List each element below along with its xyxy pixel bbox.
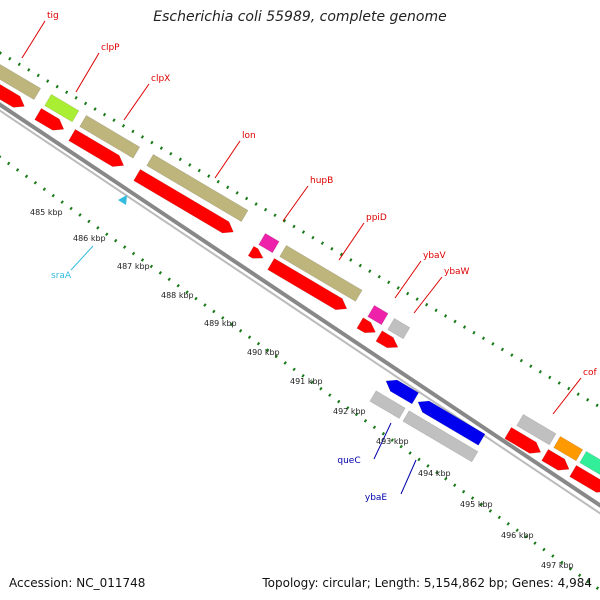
label-line-clpP (75, 52, 100, 93)
gene-ybaE-cog (402, 410, 479, 463)
label-line-ppiD (338, 222, 365, 261)
gene-label-sraA: sraA (51, 271, 72, 281)
label-line-queC (373, 422, 392, 460)
gene-ybaW-fwd (375, 330, 399, 349)
map-title: Escherichia coli 55989, complete genome (153, 9, 447, 25)
scale-label-487-kbp: 487 kbp (117, 262, 150, 271)
label-line-tig (21, 20, 46, 59)
scale-label-486-kbp: 486 kbp (73, 234, 106, 243)
gene-label-tig: tig (47, 11, 59, 21)
scale-label-497-kbp: 497 kbp (541, 561, 574, 570)
gene-ybaE-rev (417, 400, 486, 446)
gene-cof-fwd (504, 426, 542, 454)
gene-label-clpP: clpP (101, 43, 120, 53)
label-line-sraA (70, 245, 94, 271)
genome-summary: Topology: circular; Length: 5,154,862 bp… (262, 576, 592, 590)
gene-ybaV-fwd (356, 317, 376, 334)
scale-label-491-kbp: 491 kbp (290, 377, 323, 386)
scale-label-495-kbp: 495 kbp (460, 500, 493, 509)
backbone-inner (0, 109, 600, 515)
gene-hupB-fwd (247, 245, 264, 259)
outer-tick-track (0, 51, 600, 409)
inner-tick-track (0, 155, 600, 592)
scale-label-489-kbp: 489 kbp (204, 319, 237, 328)
gene-ybaV-cog (367, 304, 389, 326)
gene-ppiD-fwd (267, 257, 348, 311)
gene-label-clpX: clpX (151, 74, 170, 84)
gene-label-lon: lon (242, 131, 256, 141)
label-line-cof (552, 377, 582, 415)
label-line-ybaV (394, 260, 422, 299)
gene-clpX-cog (79, 114, 141, 159)
backbone-outer (0, 102, 600, 508)
label-line-ybaW (413, 276, 443, 314)
label-line-ybaE (400, 459, 417, 495)
scale-label-492-kbp: 492 kbp (333, 407, 366, 416)
scale-label-494-kbp: 494 kbp (418, 469, 451, 478)
scale-label-496-kbp: 496 kbp (501, 531, 534, 540)
label-line-lon (214, 140, 241, 179)
scale-label-485-kbp: 485 kbp (30, 208, 63, 217)
scale-label-488-kbp: 488 kbp (161, 291, 194, 300)
label-line-hupB (282, 185, 309, 222)
gene-lon-fwd (133, 168, 234, 234)
gene-orange-cog (553, 435, 584, 462)
gene-label-cof: cof (583, 368, 597, 378)
gene-label-queC: queC (337, 456, 360, 466)
scale-label-490-kbp: 490 kbp (247, 348, 280, 357)
gene-ppiD-cog (279, 244, 363, 302)
gene-label-hupB: hupB (310, 176, 333, 186)
gene-label-ybaV: ybaV (423, 251, 447, 261)
gene-queC-rev (385, 379, 420, 405)
scale-label-493-kbp: 493 kbp (376, 437, 409, 446)
gene-label-ybaW: ybaW (444, 267, 470, 277)
gene-hupB-cog (258, 232, 280, 254)
accession-label: Accession: NC_011748 (9, 576, 146, 590)
gene-sraA (118, 195, 127, 205)
gene-clpP-fwd (34, 107, 65, 131)
gene-label-ybaE: ybaE (365, 493, 388, 503)
gene-ybaW-cog (387, 317, 411, 340)
gene-clpX-fwd (68, 128, 125, 167)
label-line-clpX (123, 83, 150, 121)
gene-lon-cog (146, 153, 249, 223)
gene-queC-cog (369, 390, 406, 419)
gene-tig-fwd (0, 84, 25, 108)
gene-label-ppiD: ppiD (366, 213, 387, 223)
gene-clpP-cog (44, 93, 80, 123)
gene-green-cog (579, 450, 600, 475)
gene-cof2-fwd (541, 448, 570, 471)
gene-cof-cog (516, 413, 557, 446)
gene-cof3-fwd (569, 464, 600, 493)
gene-tig-cog (0, 64, 42, 101)
